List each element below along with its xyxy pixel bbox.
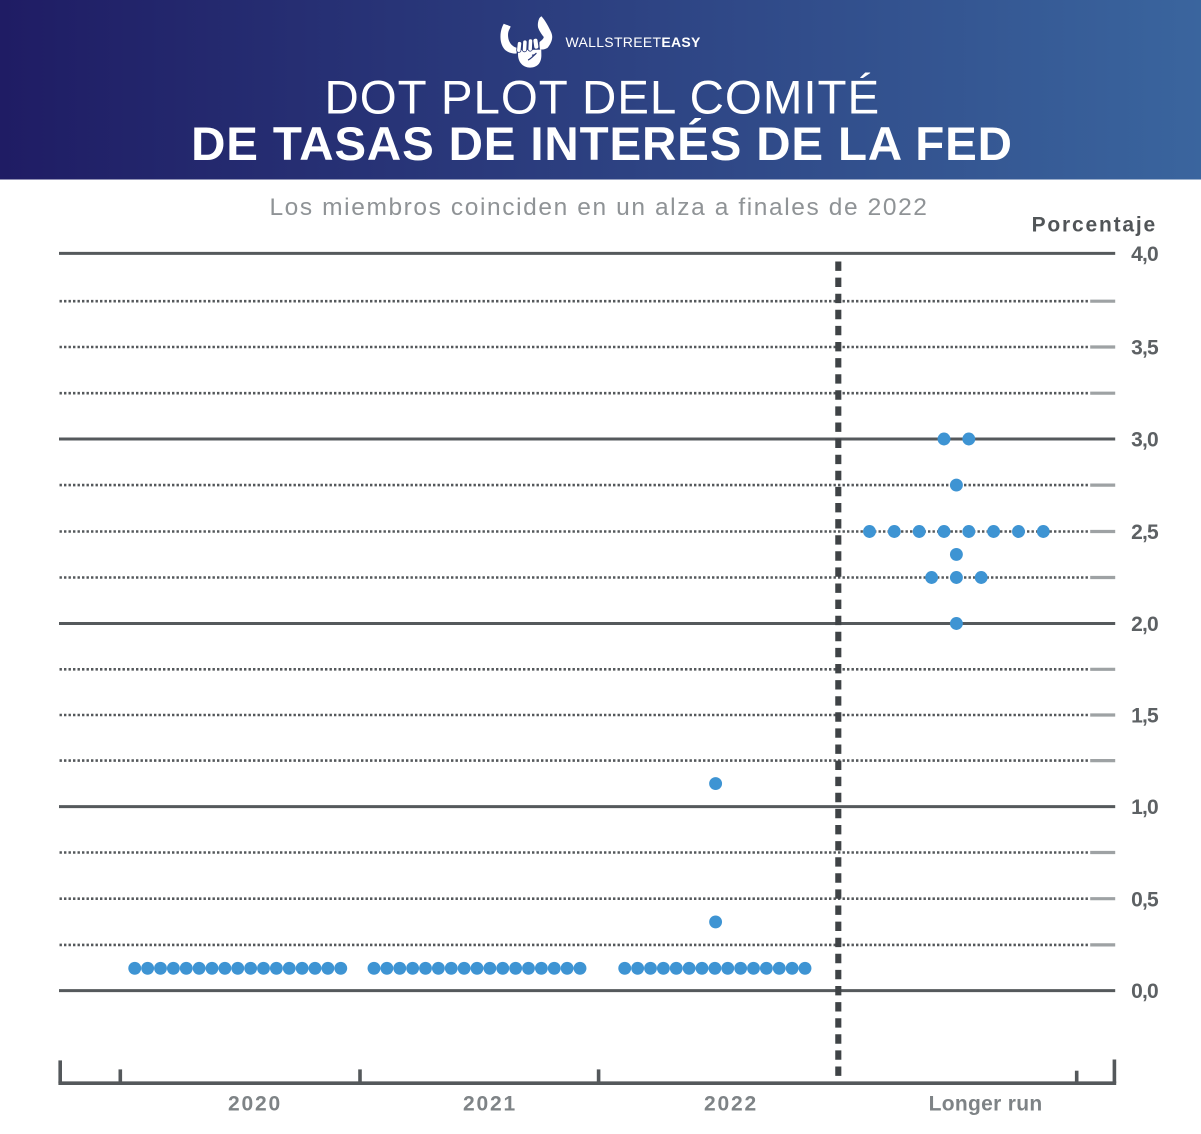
svg-text:3,5: 3,5 <box>1131 337 1159 360</box>
svg-text:Los miembros coinciden en un a: Los miembros coinciden en un alza a fina… <box>269 194 928 221</box>
svg-text:2,0: 2,0 <box>1131 613 1158 636</box>
svg-text:3,0: 3,0 <box>1131 429 1158 452</box>
svg-text:Porcentaje: Porcentaje <box>1032 213 1157 236</box>
svg-text:2021: 2021 <box>463 1092 517 1115</box>
svg-text:DE TASAS DE INTERÉS DE LA FED: DE TASAS DE INTERÉS DE LA FED <box>191 117 1013 171</box>
svg-text:4,0: 4,0 <box>1131 243 1158 266</box>
svg-text:0,5: 0,5 <box>1131 888 1159 911</box>
svg-text:2020: 2020 <box>228 1092 282 1115</box>
svg-text:2,5: 2,5 <box>1131 521 1159 544</box>
svg-text:2022: 2022 <box>704 1092 758 1115</box>
svg-text:0,0: 0,0 <box>1131 980 1158 1003</box>
svg-text:1,5: 1,5 <box>1131 705 1159 728</box>
svg-text:WALLSTREETEASY: WALLSTREETEASY <box>566 34 702 50</box>
svg-text:Longer run: Longer run <box>929 1092 1043 1115</box>
svg-text:DOT PLOT DEL COMITÉ: DOT PLOT DEL COMITÉ <box>324 72 880 125</box>
svg-text:1,0: 1,0 <box>1131 796 1158 819</box>
